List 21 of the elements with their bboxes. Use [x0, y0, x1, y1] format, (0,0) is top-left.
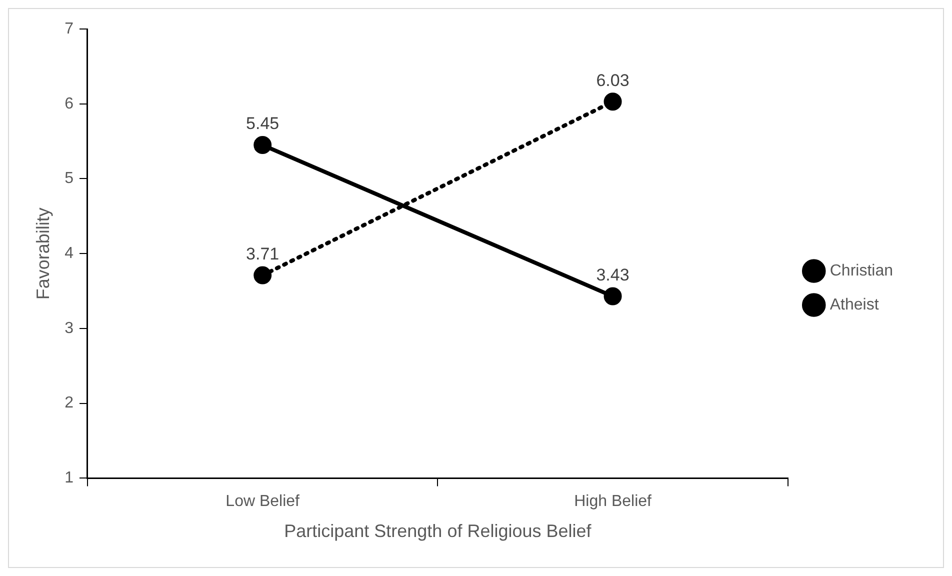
legend-label: Christian	[830, 262, 894, 280]
point	[254, 266, 272, 284]
y-tick-label: 6	[64, 95, 74, 112]
legend-label: Atheist	[830, 296, 880, 314]
y-tick-label: 7	[64, 20, 74, 38]
y-tick-label: 5	[64, 170, 74, 188]
point	[254, 136, 272, 154]
point	[604, 92, 622, 111]
data-label: 6.03	[596, 70, 630, 90]
y-tick-label: 4	[64, 245, 74, 262]
x-axis-title: Participant Strength of Religious Belief	[284, 521, 592, 542]
data-label: 3.43	[596, 265, 630, 284]
x-tick-label: Low Belief	[226, 493, 300, 510]
y-tick-label: 2	[64, 394, 74, 412]
x-tick-label: High Belief	[574, 493, 652, 510]
data-label: 5.45	[246, 114, 280, 134]
data-label: 3.71	[246, 244, 280, 264]
y-tick-label: 1	[64, 470, 74, 487]
y-axis-title: Favorability	[32, 208, 53, 300]
y-tick-label: 3	[64, 320, 74, 337]
point	[604, 287, 622, 306]
